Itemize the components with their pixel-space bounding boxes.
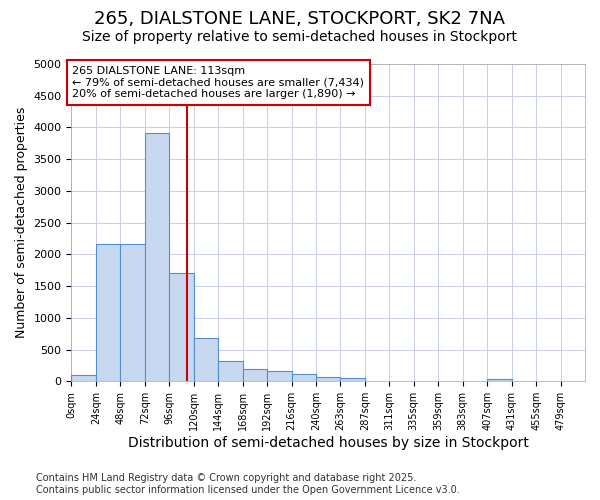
Bar bbox=[340, 378, 365, 382]
Bar bbox=[487, 379, 512, 382]
Bar bbox=[169, 274, 194, 382]
Text: Size of property relative to semi-detached houses in Stockport: Size of property relative to semi-detach… bbox=[83, 30, 517, 44]
Bar bbox=[267, 371, 292, 382]
Bar bbox=[121, 244, 145, 382]
X-axis label: Distribution of semi-detached houses by size in Stockport: Distribution of semi-detached houses by … bbox=[128, 436, 529, 450]
Y-axis label: Number of semi-detached properties: Number of semi-detached properties bbox=[15, 107, 28, 338]
Bar bbox=[194, 338, 218, 382]
Text: Contains HM Land Registry data © Crown copyright and database right 2025.
Contai: Contains HM Land Registry data © Crown c… bbox=[36, 474, 460, 495]
Bar bbox=[218, 361, 242, 382]
Bar bbox=[145, 132, 169, 382]
Text: 265 DIALSTONE LANE: 113sqm
← 79% of semi-detached houses are smaller (7,434)
20%: 265 DIALSTONE LANE: 113sqm ← 79% of semi… bbox=[73, 66, 364, 99]
Bar bbox=[96, 244, 121, 382]
Text: 265, DIALSTONE LANE, STOCKPORT, SK2 7NA: 265, DIALSTONE LANE, STOCKPORT, SK2 7NA bbox=[95, 10, 505, 28]
Bar bbox=[71, 375, 96, 382]
Bar bbox=[292, 374, 316, 382]
Bar bbox=[316, 376, 340, 382]
Bar bbox=[242, 370, 267, 382]
